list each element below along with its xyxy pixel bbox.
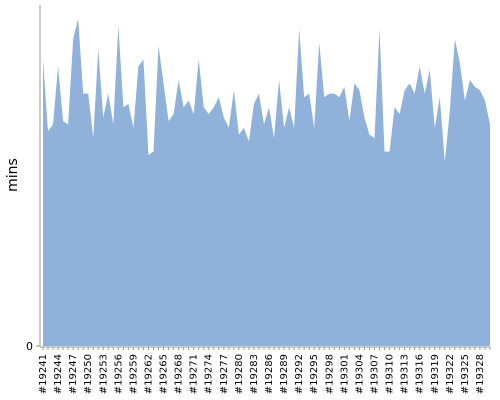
x-tick-label: #19319 bbox=[430, 354, 441, 394]
x-tick-label: #19271 bbox=[189, 354, 200, 394]
x-tick-label: #19325 bbox=[460, 354, 471, 394]
x-tick-label: #19283 bbox=[249, 354, 260, 394]
x-tick-label: #19328 bbox=[475, 354, 486, 394]
x-tick-label: #19253 bbox=[98, 354, 109, 394]
x-tick-label: #19322 bbox=[445, 354, 456, 394]
y-tick-label: 0 bbox=[26, 340, 33, 353]
x-tick-label: #19259 bbox=[128, 354, 139, 394]
x-tick-label: #19316 bbox=[415, 354, 426, 394]
x-tick-label: #19247 bbox=[68, 354, 79, 394]
x-tick-label: #19286 bbox=[264, 354, 275, 394]
y-axis-label: mins bbox=[5, 158, 21, 192]
x-tick-label: #19292 bbox=[294, 354, 305, 394]
x-tick-label: #19307 bbox=[369, 354, 380, 394]
area bbox=[43, 18, 490, 346]
x-tick-label: #19298 bbox=[324, 354, 335, 394]
x-tick-label: #19289 bbox=[279, 354, 290, 394]
x-tick-label: #19274 bbox=[204, 354, 215, 394]
x-tick-label: #19241 bbox=[38, 354, 49, 394]
x-tick-label: #19244 bbox=[53, 354, 64, 394]
x-tick-label: #19301 bbox=[339, 354, 350, 394]
x-tick-label: #19310 bbox=[385, 354, 396, 394]
x-tick-label: #19265 bbox=[159, 354, 170, 394]
x-tick-label: #19268 bbox=[174, 354, 185, 394]
x-tick-label: #19256 bbox=[113, 354, 124, 394]
x-tick-label: #19277 bbox=[219, 354, 230, 394]
x-tick-label: #19313 bbox=[400, 354, 411, 394]
x-tick-label: #19295 bbox=[309, 354, 320, 394]
x-tick-label: #19262 bbox=[143, 354, 154, 394]
x-tick-label: #19280 bbox=[234, 354, 245, 394]
x-tick-label: #19250 bbox=[83, 354, 94, 394]
x-tick-label: #19304 bbox=[354, 354, 365, 394]
